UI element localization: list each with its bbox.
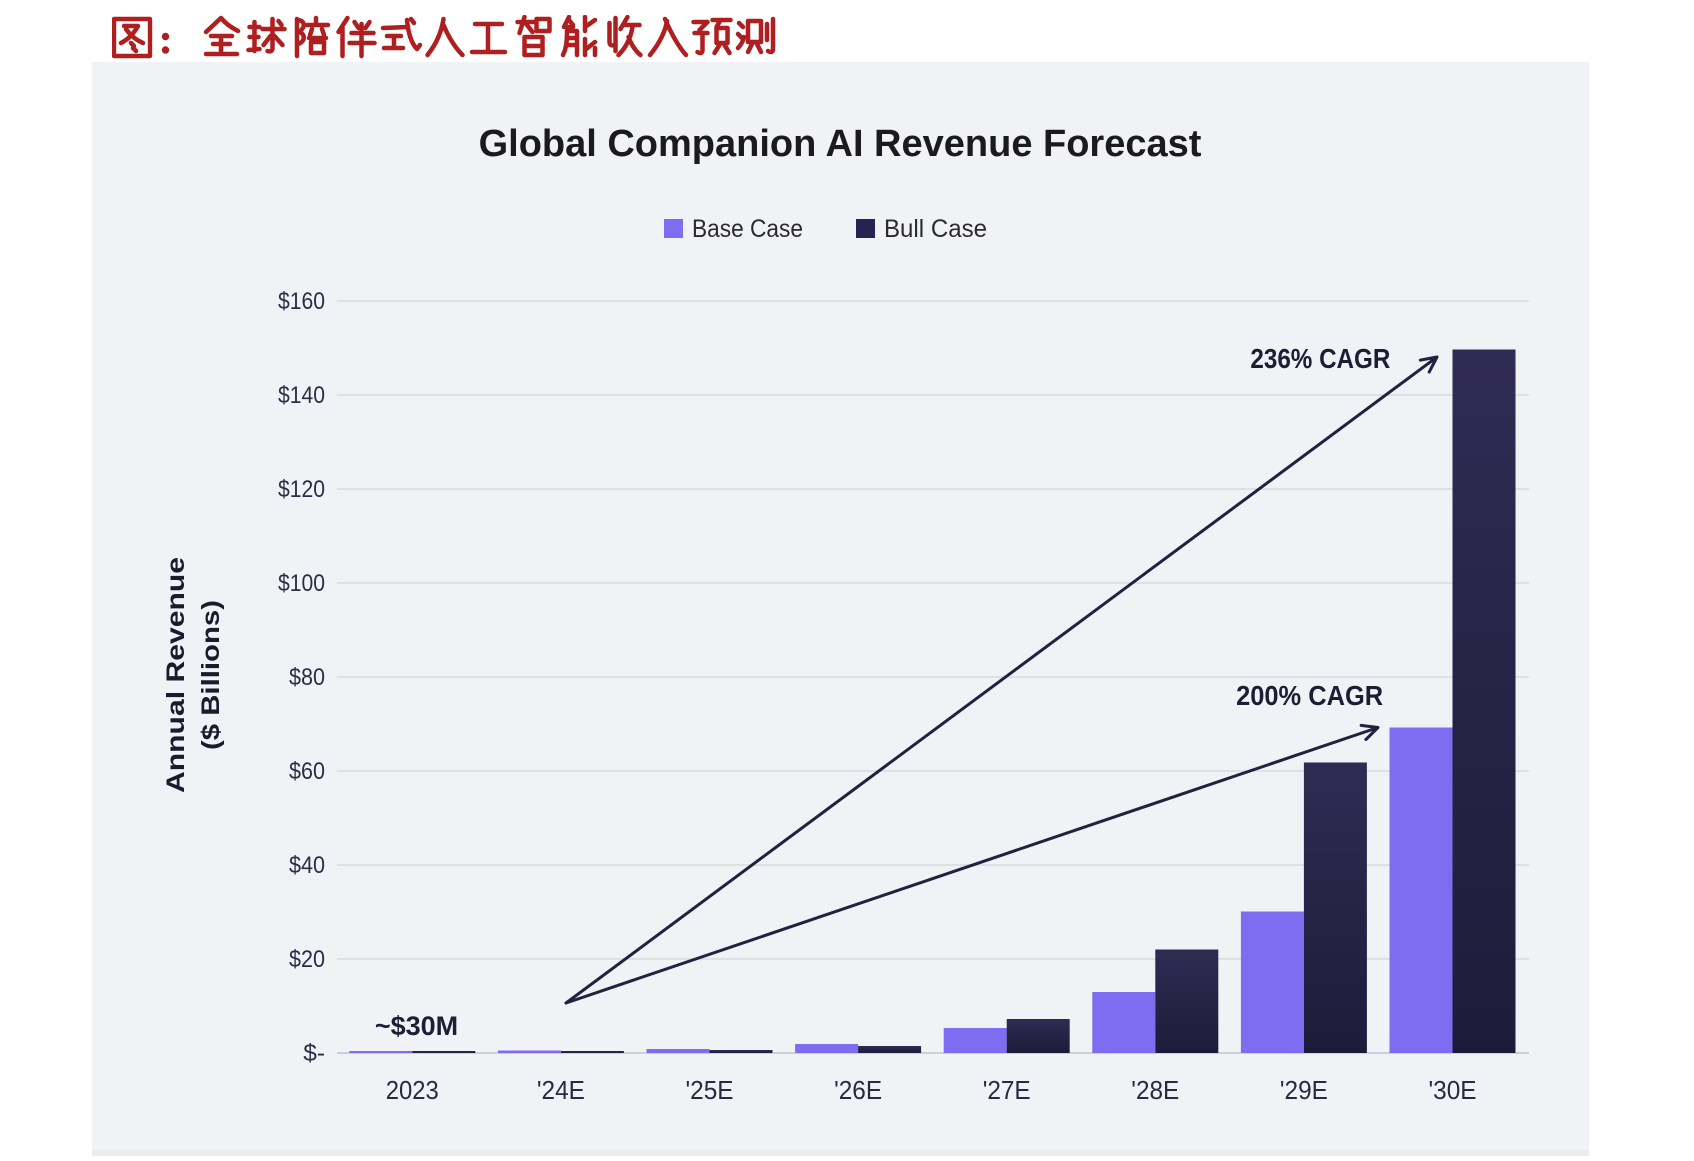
- svg-text:Bull Case: Bull Case: [884, 215, 987, 243]
- svg-text:$80: $80: [289, 664, 325, 691]
- svg-text:$40: $40: [289, 852, 325, 879]
- svg-text:($ Billions): ($ Billions): [197, 600, 225, 750]
- svg-text:$100: $100: [278, 570, 325, 597]
- svg-text:'25E: '25E: [686, 1075, 734, 1105]
- svg-text:Base Case: Base Case: [692, 215, 803, 243]
- svg-text:200% CAGR: 200% CAGR: [1236, 680, 1383, 711]
- svg-text:2023: 2023: [386, 1075, 439, 1105]
- svg-text:$160: $160: [278, 288, 325, 315]
- svg-text:Global Companion AI Revenue Fo: Global Companion AI Revenue Forecast: [479, 123, 1202, 165]
- svg-text:~$30M: ~$30M: [375, 1011, 458, 1041]
- svg-text:$20: $20: [289, 946, 325, 973]
- svg-text:'24E: '24E: [537, 1075, 585, 1105]
- svg-text:'28E: '28E: [1131, 1075, 1179, 1105]
- svg-text:$60: $60: [289, 758, 325, 785]
- svg-text:Annual Revenue: Annual Revenue: [162, 557, 190, 793]
- svg-text:236% CAGR: 236% CAGR: [1250, 343, 1390, 374]
- svg-text:'27E: '27E: [983, 1075, 1031, 1105]
- svg-text:'29E: '29E: [1280, 1075, 1328, 1105]
- svg-text:$140: $140: [278, 382, 325, 409]
- svg-text:'30E: '30E: [1429, 1075, 1477, 1105]
- svg-text:$120: $120: [278, 476, 325, 503]
- svg-text:$-: $-: [303, 1040, 325, 1067]
- svg-text:'26E: '26E: [834, 1075, 882, 1105]
